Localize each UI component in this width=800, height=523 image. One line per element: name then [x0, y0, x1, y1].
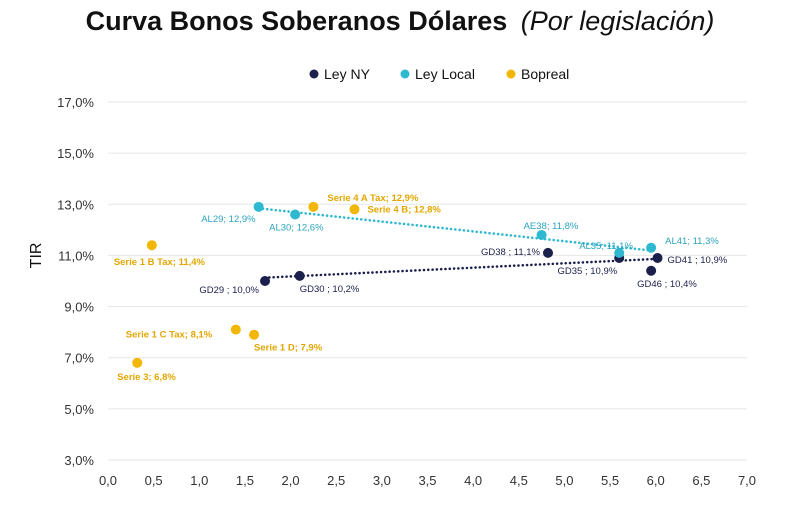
data-points: [132, 201, 663, 368]
x-tick-label: 6,0: [647, 473, 665, 488]
data-labels: GD29 ; 10,0% GD30 ; 10,2% GD38 ; 11,1% GD35…: [114, 193, 728, 383]
point-serie-1-b-tax: [146, 240, 157, 251]
point-serie-3: [132, 357, 143, 368]
x-tick-label: 1,0: [190, 473, 208, 488]
point-al30: [290, 209, 301, 220]
chart-subtitle: (Por legislación): [520, 6, 715, 36]
y-axis-title: TIR: [28, 243, 45, 269]
point-al35: [614, 247, 625, 258]
data-label: AL35; 11,1%: [579, 241, 633, 252]
data-label: GD41 ; 10,9%: [668, 255, 728, 266]
data-label: Serie 1 C Tax; 8,1%: [126, 330, 213, 341]
x-tick-label: 5,0: [555, 473, 573, 488]
point-al41: [646, 242, 657, 253]
data-label: GD38 ; 11,1%: [481, 247, 541, 258]
y-axis-ticks: 3,0% 5,0% 7,0% 9,0% 11,0% 13,0% 15,0% 17,0%: [57, 95, 94, 468]
point-serie-4-b: [349, 204, 360, 215]
x-tick-label: 3,0: [373, 473, 391, 488]
x-tick-label: 2,5: [327, 473, 345, 488]
point-gd46: [646, 265, 657, 276]
y-tick-label: 3,0%: [64, 453, 94, 468]
x-tick-label: 4,5: [510, 473, 528, 488]
point-al29: [253, 201, 264, 212]
data-label: GD35 ; 10,9%: [558, 266, 618, 277]
grid-lines: [108, 101, 747, 461]
point-serie-4-a-tax: [308, 201, 319, 212]
y-tick-label: 11,0%: [58, 248, 94, 263]
data-label: AE38; 11,8%: [524, 221, 579, 232]
data-label: Serie 4 A Tax; 12,9%: [327, 193, 419, 204]
point-gd29: [260, 276, 271, 286]
x-tick-label: 2,0: [282, 473, 300, 488]
data-label: AL41; 11,3%: [665, 236, 719, 247]
data-label: GD29 ; 10,0%: [199, 285, 259, 296]
x-tick-label: 4,0: [464, 473, 482, 488]
chart-title-main: Curva Bonos Soberanos Dólares: [85, 6, 508, 36]
point-serie-1-c-tax: [230, 324, 241, 335]
point-serie-1-d: [249, 329, 260, 340]
x-axis-ticks: 0,0 0,5 1,0 1,5 2,0 2,5 3,0 3,5 4,0 4,5 5,0 5,5 6,0 6…: [99, 473, 756, 488]
point-gd30: [294, 270, 305, 281]
legend-label-ley-ny: Ley NY: [324, 66, 371, 82]
data-label: AL29; 12,9%: [201, 214, 256, 225]
y-tick-label: 15,0%: [57, 146, 94, 161]
x-tick-label: 6,5: [692, 473, 710, 488]
x-tick-label: 5,5: [601, 473, 619, 488]
y-tick-label: 7,0%: [64, 351, 94, 366]
y-tick-label: 13,0%: [57, 197, 94, 212]
legend: Ley NY Ley Local Bopreal: [309, 66, 569, 82]
trendline-ley-ny: [263, 257, 659, 279]
chart-title: Curva Bonos Soberanos Dólares (Por legis…: [0, 6, 800, 37]
legend-marker-ley-local: [400, 69, 410, 79]
data-label: Serie 1 D; 7,9%: [254, 343, 323, 354]
data-label: Serie 3; 6,8%: [117, 372, 176, 383]
data-label: GD46 ; 10,4%: [637, 279, 697, 290]
legend-marker-bopreal: [506, 69, 516, 79]
x-tick-label: 0,0: [99, 473, 117, 488]
legend-label-ley-local: Ley Local: [415, 66, 475, 82]
x-tick-label: 0,5: [145, 473, 163, 488]
point-gd41: [652, 252, 663, 263]
trendlines: [257, 207, 659, 279]
y-tick-label: 5,0%: [64, 402, 94, 417]
legend-label-bopreal: Bopreal: [521, 66, 569, 82]
data-label: Serie 4 B; 12,8%: [367, 204, 441, 215]
point-gd38: [542, 247, 553, 258]
data-label: GD30 ; 10,2%: [300, 284, 360, 295]
legend-marker-ley-ny: [309, 69, 319, 79]
y-tick-label: 17,0%: [57, 95, 94, 110]
point-ae38: [536, 229, 547, 240]
data-label: AL30; 12,6%: [269, 223, 324, 234]
x-tick-label: 1,5: [236, 473, 254, 488]
x-tick-label: 3,5: [418, 473, 436, 488]
trendline-ley-local: [257, 207, 653, 252]
data-label: Serie 1 B Tax; 11,4%: [114, 257, 206, 268]
x-tick-label: 7,0: [738, 473, 756, 488]
y-tick-label: 9,0%: [64, 300, 94, 315]
